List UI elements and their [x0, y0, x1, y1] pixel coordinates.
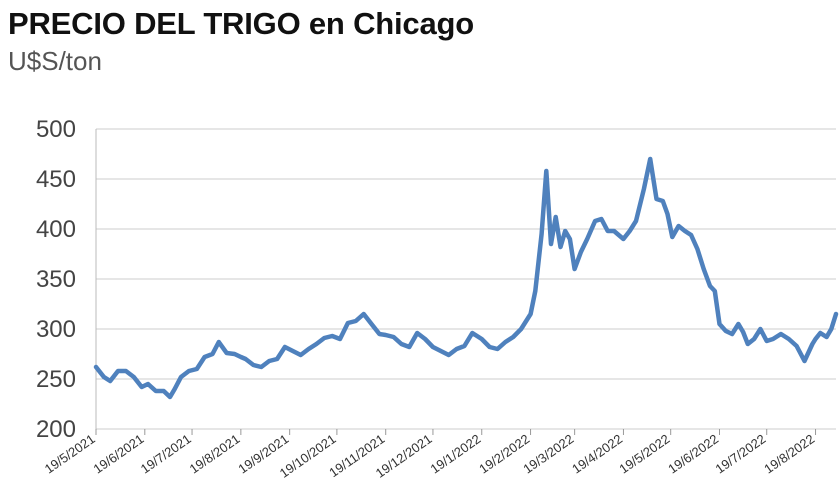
y-tick-label: 500 [36, 116, 76, 143]
gridlines [95, 128, 836, 430]
series-layer [93, 156, 839, 400]
y-tick-label: 350 [36, 266, 76, 293]
x-tick-label: 19/7/2021 [138, 431, 194, 476]
y-tick-label: 300 [36, 316, 76, 343]
x-tick-label: 19/6/2022 [665, 431, 721, 476]
x-tick-label: 19/7/2022 [712, 431, 768, 476]
price-series-line [93, 156, 839, 400]
x-axis: 19/5/202119/6/202119/7/202119/8/202119/9… [42, 429, 817, 481]
x-tick-label: 19/8/2021 [187, 431, 243, 476]
x-tick-label: 19/3/2022 [520, 431, 576, 476]
x-tick-label: 19/8/2022 [761, 431, 817, 476]
x-tick-label: 19/6/2021 [91, 431, 147, 476]
x-tick-label: 19/4/2022 [569, 431, 625, 476]
y-tick-label: 250 [36, 366, 76, 393]
y-tick-label: 200 [36, 416, 76, 443]
y-tick-label: 400 [36, 216, 76, 243]
y-axis: 200 250 300 350 400 450 500 [36, 116, 76, 443]
chart-subtitle: U$S/ton [8, 46, 102, 76]
y-tick-label: 450 [36, 166, 76, 193]
x-tick-label: 19/5/2022 [616, 431, 672, 476]
chart-title: PRECIO DEL TRIGO en Chicago [8, 6, 474, 41]
x-tick-label: 19/1/2022 [427, 431, 483, 476]
